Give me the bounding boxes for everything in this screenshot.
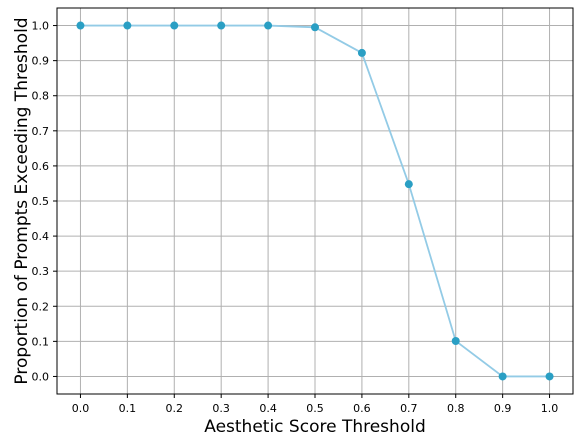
- x-tick-label: 0.9: [494, 402, 512, 415]
- data-point: [217, 21, 226, 30]
- data-point: [123, 21, 132, 30]
- y-tick-label: 0.9: [32, 55, 50, 68]
- y-tick-label: 0.4: [32, 230, 50, 243]
- x-tick-label: 0.7: [400, 402, 418, 415]
- x-tick-label: 0.0: [72, 402, 90, 415]
- plot-frame: [56, 7, 574, 395]
- x-tick-label: 0.6: [353, 402, 371, 415]
- x-tick-label: 0.8: [447, 402, 465, 415]
- x-axis: 0.0 0.1 0.2 0.3 0.4 0.5 0.6 0.7 0.8 0.9 1.0: [72, 394, 559, 415]
- data-point: [311, 23, 319, 32]
- y-tick-label: 0.6: [32, 160, 50, 173]
- data-point: [76, 21, 85, 30]
- x-tick-label: 0.3: [212, 402, 230, 415]
- x-tick-label: 0.4: [259, 402, 277, 415]
- y-tick-label: 0.1: [32, 335, 50, 348]
- data-point: [264, 21, 273, 30]
- y-tick-label: 0.2: [32, 300, 50, 313]
- x-axis-label: Aesthetic Score Threshold: [204, 417, 425, 437]
- data-point: [498, 372, 507, 381]
- y-tick-label: 0.8: [32, 90, 50, 103]
- grid: [57, 8, 573, 394]
- y-tick-label: 0.5: [32, 195, 50, 208]
- data-point: [357, 48, 366, 57]
- x-tick-label: 0.5: [306, 402, 324, 415]
- data-point: [404, 180, 413, 189]
- x-tick-label: 1.0: [541, 402, 559, 415]
- y-tick-label: 1.0: [32, 20, 50, 33]
- series-layer: [76, 21, 554, 381]
- y-tick-label: 0.3: [32, 265, 50, 278]
- y-tick-label: 0.7: [32, 125, 50, 138]
- x-tick-label: 0.1: [119, 402, 137, 415]
- data-point: [451, 337, 460, 346]
- y-axis-label: Proportion of Prompts Exceeding Threshol…: [12, 17, 32, 384]
- data-point: [545, 372, 554, 381]
- y-tick-label: 0.0: [32, 370, 50, 383]
- y-axis: 0.0 0.1 0.2 0.3 0.4 0.5 0.6 0.7 0.8 0.9 1.0: [32, 20, 57, 383]
- x-tick-label: 0.2: [166, 402, 184, 415]
- data-point: [170, 21, 179, 30]
